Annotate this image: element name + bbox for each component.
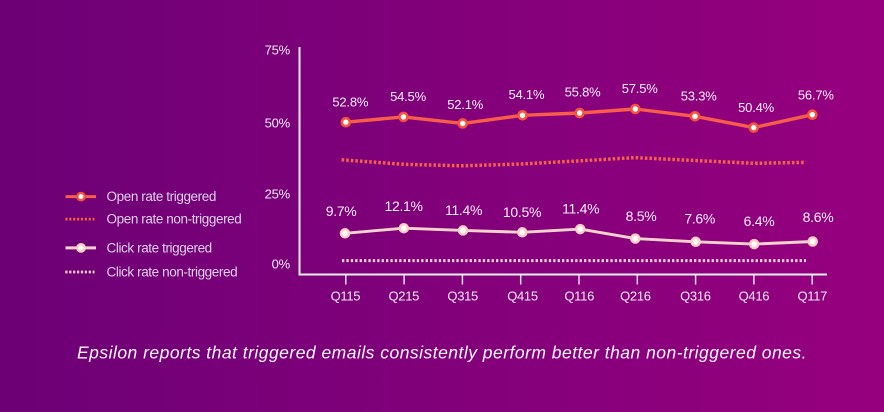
svg-text:54.5%: 54.5% (390, 89, 427, 104)
svg-text:52.8%: 52.8% (332, 95, 369, 110)
svg-text:50%: 50% (265, 116, 291, 131)
svg-text:7.6%: 7.6% (684, 211, 715, 227)
svg-text:50.4%: 50.4% (738, 100, 775, 115)
svg-text:Q315: Q315 (447, 289, 478, 304)
svg-text:9.7%: 9.7% (326, 203, 357, 219)
svg-text:Click rate non-triggered: Click rate non-triggered (107, 264, 238, 279)
svg-text:Q216: Q216 (620, 289, 651, 304)
svg-text:Click rate triggered: Click rate triggered (107, 240, 212, 255)
svg-text:Q117: Q117 (797, 289, 827, 304)
svg-text:25%: 25% (265, 187, 291, 202)
svg-text:6.4%: 6.4% (744, 213, 775, 229)
svg-text:52.1%: 52.1% (447, 97, 484, 112)
svg-text:54.1%: 54.1% (508, 87, 545, 102)
svg-text:8.5%: 8.5% (626, 208, 657, 224)
svg-text:Q316: Q316 (680, 289, 711, 304)
svg-text:Open rate non-triggered: Open rate non-triggered (107, 212, 242, 227)
svg-text:10.5%: 10.5% (503, 204, 541, 220)
svg-text:56.7%: 56.7% (798, 88, 835, 103)
svg-text:Q215: Q215 (388, 289, 419, 304)
svg-text:8.6%: 8.6% (803, 209, 834, 225)
svg-text:0%: 0% (272, 257, 291, 272)
svg-text:Q416: Q416 (739, 289, 770, 304)
svg-text:75%: 75% (265, 43, 291, 58)
svg-text:57.5%: 57.5% (622, 81, 659, 96)
svg-text:11.4%: 11.4% (445, 202, 482, 218)
svg-text:53.3%: 53.3% (681, 89, 718, 104)
svg-text:Epsilon reports that triggered: Epsilon reports that triggered emails co… (77, 343, 807, 363)
svg-text:12.1%: 12.1% (384, 198, 422, 214)
svg-text:11.4%: 11.4% (562, 201, 599, 217)
svg-text:55.8%: 55.8% (565, 85, 602, 100)
svg-text:Open rate triggered: Open rate triggered (107, 189, 216, 204)
svg-text:Q116: Q116 (564, 289, 594, 304)
svg-text:Q115: Q115 (331, 289, 361, 304)
svg-text:Q415: Q415 (507, 289, 538, 304)
